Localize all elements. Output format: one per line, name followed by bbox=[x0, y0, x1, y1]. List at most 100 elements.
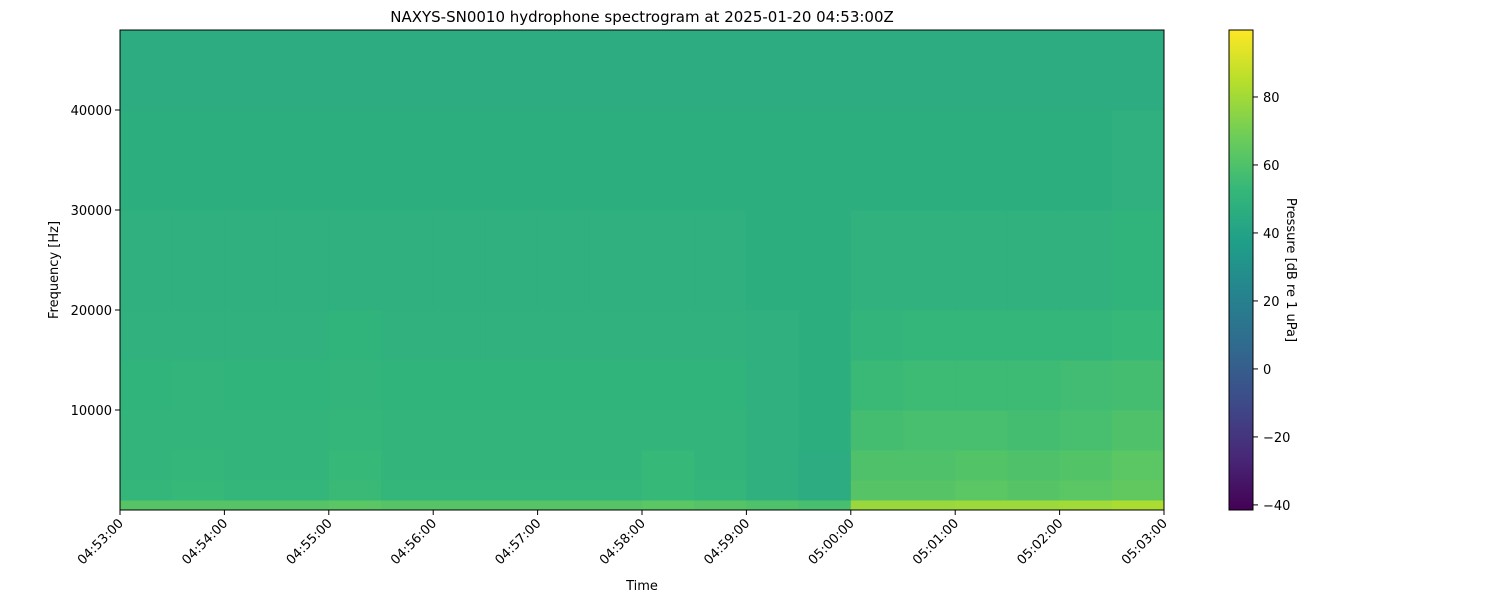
heatmap-cell bbox=[642, 360, 695, 411]
heatmap-cell bbox=[328, 500, 382, 511]
heatmap-cell bbox=[120, 410, 173, 451]
heatmap-cell bbox=[955, 410, 1008, 451]
heatmap-cell bbox=[120, 450, 173, 481]
heatmap-cell bbox=[224, 450, 278, 481]
heatmap-cell bbox=[589, 110, 643, 211]
heatmap-cell bbox=[172, 410, 225, 451]
heatmap-cell bbox=[1111, 310, 1165, 361]
heatmap-cell bbox=[642, 480, 695, 501]
heatmap-cell bbox=[224, 410, 278, 451]
heatmap-cell bbox=[642, 450, 695, 481]
heatmap-cell bbox=[955, 110, 1008, 211]
heatmap-cell bbox=[694, 500, 747, 511]
heatmap-cell bbox=[276, 210, 330, 311]
heatmap-cell bbox=[694, 310, 747, 361]
heatmap-cell bbox=[381, 500, 434, 511]
heatmap-cell bbox=[1111, 450, 1165, 481]
heatmap-cell bbox=[1059, 110, 1113, 211]
heatmap-cell bbox=[381, 210, 434, 311]
y-tick-label: 40000 bbox=[71, 104, 112, 119]
heatmap-cell bbox=[589, 410, 643, 451]
heatmap-cell bbox=[537, 110, 591, 211]
heatmap-cell bbox=[276, 310, 330, 361]
heatmap-cell bbox=[276, 450, 330, 481]
heatmap-cell bbox=[120, 500, 173, 511]
heatmap-cell bbox=[537, 410, 591, 451]
heatmap-cell bbox=[746, 310, 800, 361]
heatmap-cell bbox=[903, 210, 956, 311]
heatmap-cell bbox=[328, 30, 382, 111]
heatmap-cell bbox=[850, 210, 904, 311]
heatmap-cell bbox=[955, 310, 1008, 361]
heatmap-cell bbox=[694, 410, 747, 451]
chart-title: NAXYS-SN0010 hydrophone spectrogram at 2… bbox=[390, 8, 894, 26]
heatmap-cell bbox=[850, 110, 904, 211]
heatmap-cell bbox=[276, 360, 330, 411]
heatmap-cell bbox=[120, 210, 173, 311]
heatmap-cell bbox=[1059, 410, 1113, 451]
heatmap-cell bbox=[798, 210, 852, 311]
heatmap-cell bbox=[746, 360, 800, 411]
heatmap-cell bbox=[850, 500, 904, 511]
heatmap-cell bbox=[1059, 310, 1113, 361]
heatmap-cell bbox=[798, 500, 852, 511]
x-tick-label: 04:53:00 bbox=[75, 516, 127, 568]
heatmap-cell bbox=[746, 210, 800, 311]
x-tick-label: 04:59:00 bbox=[701, 516, 753, 568]
heatmap-cell bbox=[537, 500, 591, 511]
heatmap-cell bbox=[1111, 480, 1165, 501]
heatmap-cell bbox=[903, 480, 956, 501]
heatmap-cell bbox=[485, 30, 539, 111]
heatmap-cell bbox=[224, 480, 278, 501]
heatmap-cell bbox=[589, 210, 643, 311]
y-axis-label: Frequency [Hz] bbox=[47, 221, 62, 319]
heatmap-cell bbox=[642, 30, 695, 111]
heatmap-cell bbox=[172, 110, 225, 211]
heatmap-cell bbox=[1007, 110, 1061, 211]
heatmap-cell bbox=[798, 360, 852, 411]
heatmap-cell bbox=[850, 480, 904, 501]
heatmap-cell bbox=[1059, 450, 1113, 481]
heatmap-cell bbox=[746, 30, 800, 111]
heatmap-cell bbox=[642, 410, 695, 451]
heatmap-cell bbox=[903, 450, 956, 481]
heatmap-cell bbox=[328, 210, 382, 311]
heatmap-cell bbox=[120, 110, 173, 211]
heatmap-cell bbox=[746, 500, 800, 511]
heatmap-cell bbox=[433, 500, 486, 511]
heatmap-cell bbox=[1111, 210, 1165, 311]
heatmap-cell bbox=[798, 30, 852, 111]
heatmap-cell bbox=[1007, 360, 1061, 411]
heatmap-cell bbox=[798, 110, 852, 211]
heatmap-cell bbox=[1059, 210, 1113, 311]
heatmap-cell bbox=[172, 480, 225, 501]
heatmap-cell bbox=[1007, 450, 1061, 481]
heatmap-cell bbox=[850, 410, 904, 451]
y-tick-label: 30000 bbox=[71, 204, 112, 219]
heatmap-cell bbox=[1007, 500, 1061, 511]
heatmap-cell bbox=[120, 360, 173, 411]
x-tick-label: 04:57:00 bbox=[493, 516, 545, 568]
heatmap-cell bbox=[224, 310, 278, 361]
heatmap-cell bbox=[694, 210, 747, 311]
heatmap-cells bbox=[120, 30, 1165, 511]
heatmap-cell bbox=[537, 30, 591, 111]
x-axis: 04:53:00 04:54:00 04:55:00 04:56:00 04:57:00… bbox=[75, 510, 1171, 568]
heatmap-cell bbox=[903, 30, 956, 111]
x-tick-label: 05:00:00 bbox=[806, 516, 858, 568]
heatmap-cell bbox=[1111, 30, 1165, 111]
heatmap-cell bbox=[1007, 210, 1061, 311]
heatmap-cell bbox=[850, 310, 904, 361]
heatmap-cell bbox=[120, 30, 173, 111]
heatmap-cell bbox=[433, 110, 486, 211]
heatmap-cell bbox=[798, 480, 852, 501]
heatmap-cell bbox=[642, 310, 695, 361]
x-tick-label: 04:55:00 bbox=[284, 516, 336, 568]
y-tick-label: 10000 bbox=[71, 404, 112, 419]
heatmap-cell bbox=[224, 210, 278, 311]
heatmap-cell bbox=[694, 480, 747, 501]
heatmap-cell bbox=[381, 360, 434, 411]
heatmap-cell bbox=[328, 410, 382, 451]
heatmap-cell bbox=[485, 110, 539, 211]
